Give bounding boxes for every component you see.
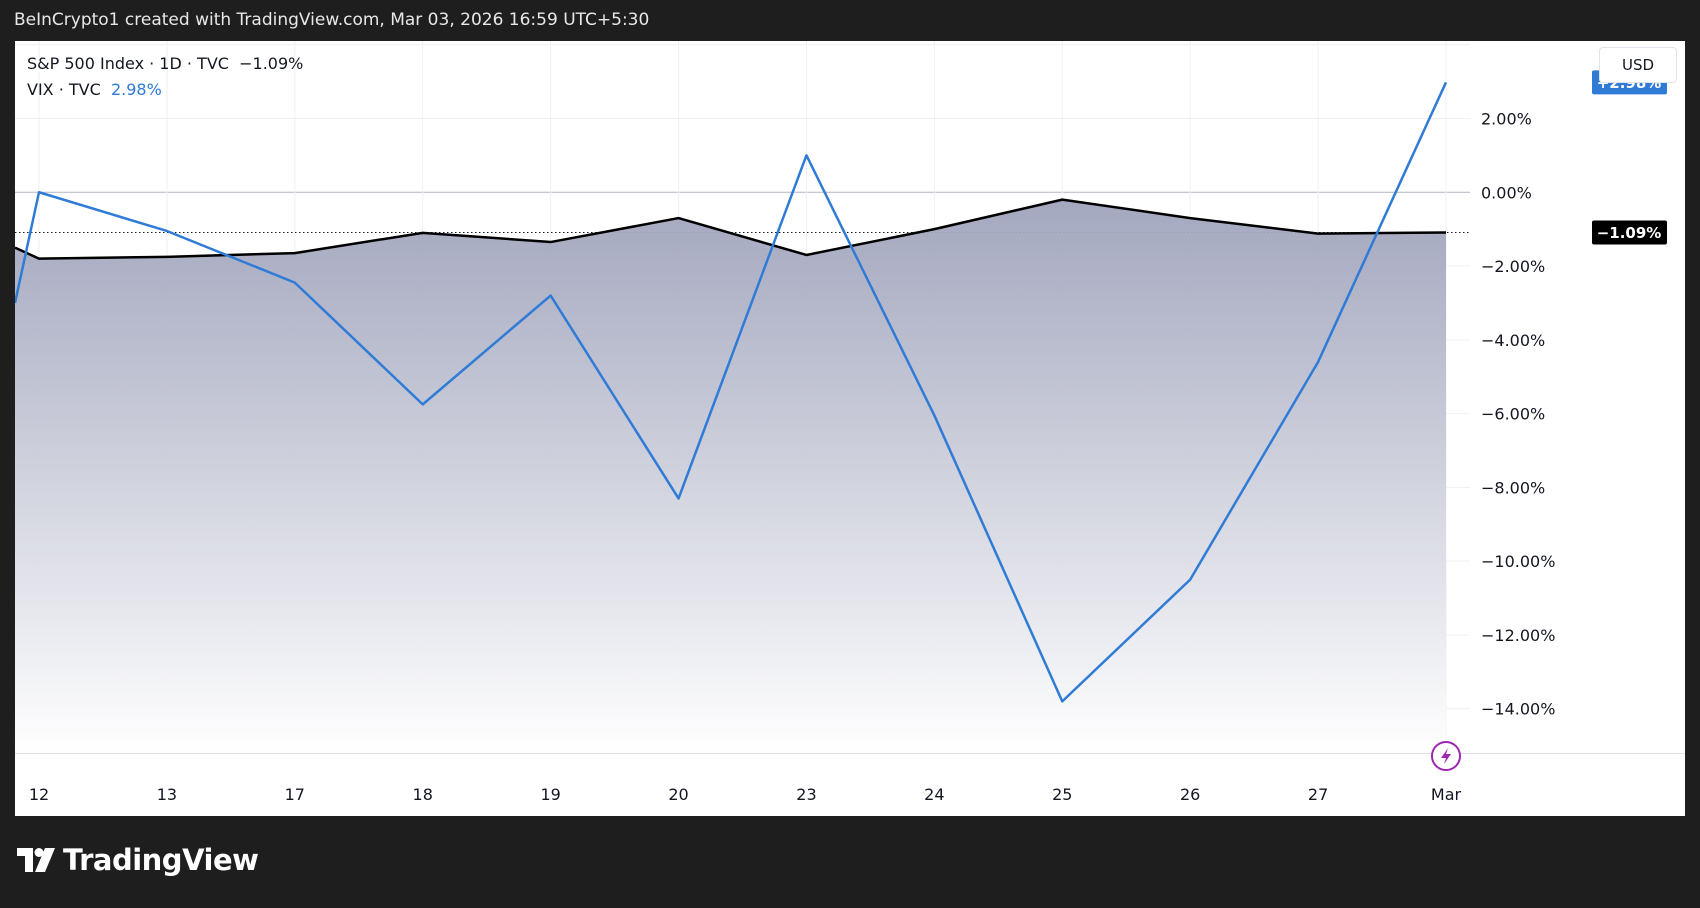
vix-line	[15, 81, 1448, 703]
chart-panel[interactable]: 2.00% 0.00% −2.00% −4.00% −6.00% −8.00% −10.00…	[15, 41, 1685, 816]
x-tick-label: 27	[1308, 785, 1328, 804]
tradingview-wordmark: TradingView	[63, 843, 259, 877]
y-tick-label: 2.00%	[1481, 109, 1532, 128]
legend-spx-value: −1.09%	[239, 54, 304, 73]
tradingview-logo-icon	[17, 848, 55, 872]
spx-area	[15, 199, 1446, 754]
axes: 2.00% 0.00% −2.00% −4.00% −6.00% −8.00% −10.00…	[15, 70, 1685, 804]
spx-line	[15, 198, 1447, 260]
series-lines	[15, 81, 1448, 703]
x-tick-label: 19	[540, 785, 560, 804]
y-tick-label: −12.00%	[1481, 626, 1555, 645]
spx-last-value-tag: −1.09%	[1597, 224, 1662, 242]
legend-spx-label: S&P 500 Index · 1D · TVC	[27, 54, 229, 73]
chart-attribution: BeInCrypto1 created with TradingView.com…	[14, 10, 650, 30]
chart-canvas[interactable]: 2.00% 0.00% −2.00% −4.00% −6.00% −8.00% −10.00…	[15, 41, 1685, 816]
spx-area-fill	[15, 199, 1446, 754]
x-tick-label: 23	[796, 785, 816, 804]
currency-selector-button[interactable]: USD	[1599, 47, 1677, 83]
x-tick-label: 17	[285, 785, 305, 804]
legend-vix[interactable]: VIX · TVC 2.98%	[27, 80, 162, 99]
lightning-icon-bolt	[1441, 748, 1451, 764]
x-tick-label: 20	[668, 785, 688, 804]
x-tick-label: 18	[413, 785, 433, 804]
tradingview-logo: TradingView	[17, 843, 259, 877]
y-tick-label: −10.00%	[1481, 552, 1555, 571]
y-tick-label: −2.00%	[1481, 257, 1545, 276]
y-tick-label: −4.00%	[1481, 331, 1545, 350]
x-tick-label: 25	[1052, 785, 1072, 804]
legend-vix-label: VIX · TVC	[27, 80, 101, 99]
legend-spx[interactable]: S&P 500 Index · 1D · TVC −1.09%	[27, 54, 303, 73]
y-tick-label: −8.00%	[1481, 478, 1545, 497]
legend-vix-value: 2.98%	[110, 80, 162, 99]
x-tick-label: 13	[157, 785, 177, 804]
x-tick-label: Mar	[1431, 785, 1462, 804]
spx-last-value-tag-bg	[1592, 220, 1667, 245]
x-tick-label: 24	[924, 785, 944, 804]
y-tick-label: −6.00%	[1481, 405, 1545, 424]
x-tick-label: 12	[29, 785, 49, 804]
y-tick-label: 0.00%	[1481, 183, 1532, 202]
y-tick-label: −14.00%	[1481, 700, 1555, 719]
lightning-icon[interactable]	[1431, 741, 1461, 771]
x-tick-label: 26	[1180, 785, 1200, 804]
